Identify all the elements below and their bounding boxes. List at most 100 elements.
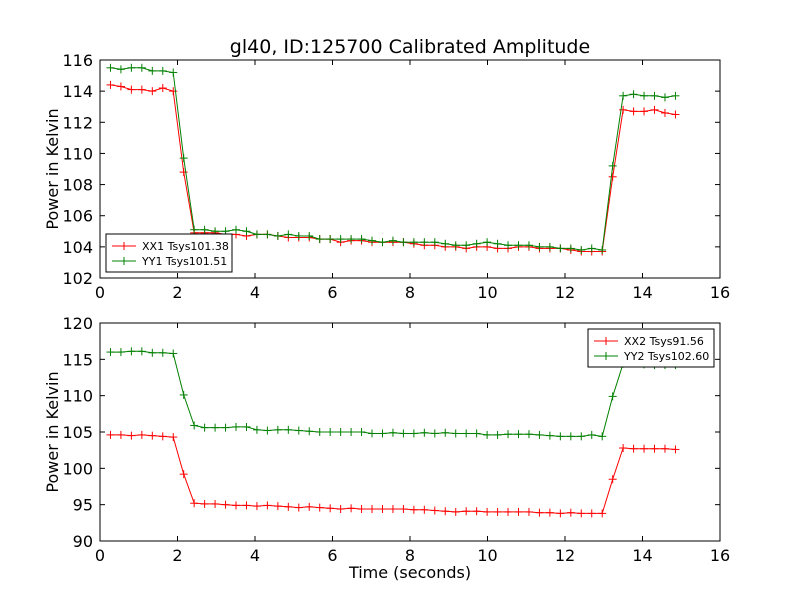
upper-series-1-point — [660, 108, 669, 117]
lower-legend: XX2 Tsys91.56 YY2 Tsys102.60 — [587, 328, 715, 368]
upper-series-2-point — [493, 239, 502, 248]
lower-series-2-point — [388, 428, 397, 437]
upper-y-tick-label: 110 — [62, 144, 93, 163]
lower-series-2-point — [430, 429, 439, 438]
upper-plot: 0 2 4 6 8 10 12 14 16 102 104 106 108 110 112 114 116 Pow… — [43, 51, 730, 302]
lower-series-1-point — [566, 508, 575, 517]
chart-title: gl40, ID:125700 Calibrated Amplitude — [230, 36, 590, 58]
lower-y-tick-label: 95 — [73, 496, 93, 515]
lower-series-2-point — [106, 348, 115, 357]
upper-x-tick-label: 10 — [477, 283, 497, 302]
lower-series-2-point — [148, 348, 157, 357]
lower-series-2-point — [357, 428, 366, 436]
lower-series-1-point — [587, 509, 596, 518]
lower-series-2-point — [451, 429, 460, 438]
lower-series-1-point — [483, 507, 492, 516]
lower-series-2-point — [493, 430, 502, 439]
lower-series-2-point — [127, 347, 136, 356]
lower-series-1-point — [127, 431, 136, 440]
upper-x-tick-label: 12 — [555, 283, 575, 302]
lower-series-2-point — [190, 421, 199, 430]
lower-series-2-point — [179, 390, 188, 399]
lower-series-1-point — [608, 475, 617, 484]
upper-y-axis-label: Power in Kelvin — [43, 108, 62, 229]
upper-series-2-point — [629, 90, 638, 99]
lower-series-1-point — [378, 505, 387, 514]
upper-series-2-point — [116, 65, 125, 74]
lower-series-1-point — [451, 507, 460, 516]
lower-legend-box — [587, 328, 715, 368]
lower-series-1-point — [368, 505, 377, 514]
lower-series-1-point — [650, 444, 659, 453]
upper-legend-entry-1: XX1 Tsys101.38 — [112, 240, 229, 253]
lower-series-1-point — [284, 502, 293, 511]
lower-series-2-point — [284, 425, 293, 434]
lower-series-1-point — [232, 501, 241, 510]
lower-y-tick-label: 105 — [62, 423, 93, 442]
upper-y-tick-label: 108 — [62, 176, 93, 195]
upper-series-1-point — [671, 110, 680, 119]
upper-series-2-point — [577, 245, 586, 254]
lower-series-1-point — [252, 502, 261, 511]
lower-x-tick-label: 16 — [710, 546, 730, 565]
upper-series-2-point — [409, 238, 418, 247]
lower-series-2-point — [326, 428, 335, 436]
lower-y-axis-label: Power in Kelvin — [43, 371, 62, 492]
lower-series-2-point — [242, 422, 251, 431]
lower-series-2-point — [294, 426, 303, 435]
lower-x-tick-label: 10 — [477, 546, 497, 565]
upper-x-tick-label: 4 — [250, 283, 260, 302]
upper-series-2-point — [535, 242, 544, 251]
upper-y-tick-label: 106 — [62, 207, 93, 226]
upper-series-2-point — [284, 230, 293, 239]
upper-series-2-point — [399, 238, 408, 247]
lower-series-2-point — [158, 348, 167, 357]
lower-series-1-point — [221, 500, 230, 509]
lower-series-1-point — [148, 431, 157, 440]
lower-series-2-point — [514, 430, 523, 439]
upper-series-2-point — [451, 241, 460, 250]
upper-y-tick-label: 104 — [62, 238, 93, 257]
upper-y-tick-label: 116 — [62, 51, 93, 70]
upper-series-2-point — [619, 91, 628, 100]
upper-series-2-point — [587, 244, 596, 253]
upper-series-2-point — [347, 235, 356, 244]
lower-series-2-point — [483, 430, 492, 439]
upper-series-2-point — [441, 239, 450, 248]
upper-series-2-point — [127, 63, 136, 72]
upper-x-tick-label: 6 — [327, 283, 337, 302]
lower-series-1-point — [200, 499, 209, 508]
lower-series-2-point — [137, 347, 146, 356]
lower-series-2-point — [336, 428, 345, 436]
upper-legend-label: YY1 Tsys101.51 — [141, 255, 227, 268]
lower-plot: 0 2 4 6 8 10 12 14 16 90 95 100 105 110 115 120 Power in… — [43, 314, 730, 565]
lower-series-1-point — [211, 499, 220, 508]
lower-series-2-point — [169, 349, 178, 358]
upper-series-2-point — [430, 238, 439, 247]
upper-series-2-point — [640, 91, 649, 100]
upper-series-2-point — [357, 235, 366, 244]
lower-series-2-point — [409, 429, 418, 438]
lower-series-2-point — [221, 423, 230, 432]
lower-series-2-point — [305, 427, 314, 436]
lower-series-2-point — [441, 428, 450, 437]
lower-series-1-point — [169, 433, 178, 442]
lower-y-tick-label: 110 — [62, 387, 93, 406]
upper-series-2-point — [556, 244, 565, 253]
lower-y-tick-label: 115 — [62, 350, 93, 369]
lower-y-tick-label: 90 — [73, 532, 93, 551]
lower-y-tick-label: 100 — [62, 459, 93, 478]
upper-series-2-point — [660, 93, 669, 102]
lower-series-2-point — [232, 422, 241, 431]
lower-series-1-point — [671, 445, 680, 454]
lower-x-tick-label: 8 — [405, 546, 415, 565]
lower-series-2-point — [263, 426, 272, 435]
lower-series-1-point — [409, 505, 418, 514]
lower-series-1-point — [326, 504, 335, 513]
lower-series-2-point — [472, 429, 481, 438]
upper-series-2-point — [566, 244, 575, 253]
upper-y-tick-label: 112 — [62, 113, 93, 132]
upper-series-2-point — [336, 235, 345, 244]
lower-series-1-point — [137, 430, 146, 439]
upper-series-2-point — [545, 242, 554, 251]
